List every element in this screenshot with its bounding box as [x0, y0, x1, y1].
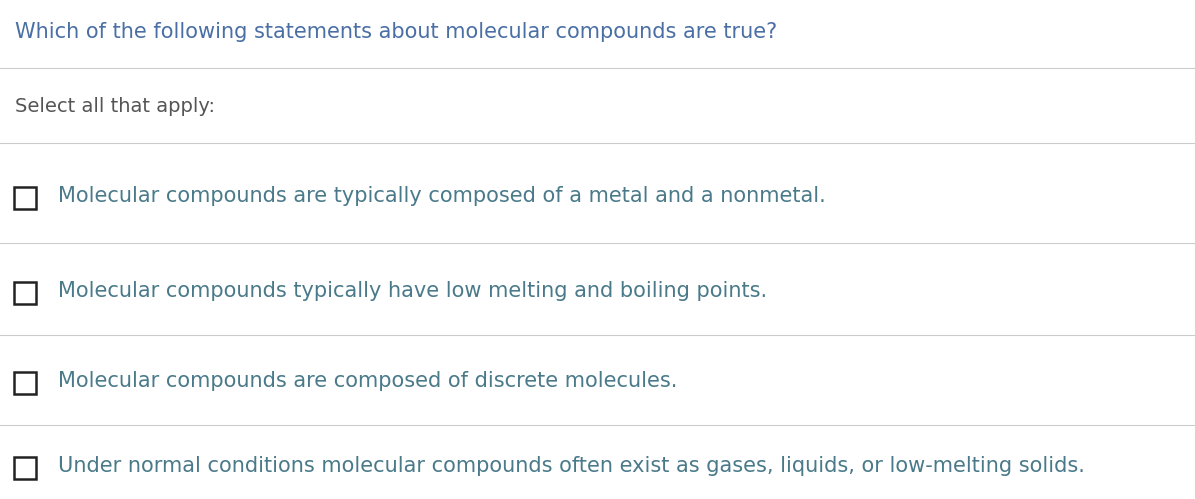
Text: Which of the following statements about molecular compounds are true?: Which of the following statements about …: [16, 22, 778, 42]
Text: Select all that apply:: Select all that apply:: [16, 97, 215, 116]
Text: Molecular compounds typically have low melting and boiling points.: Molecular compounds typically have low m…: [59, 281, 767, 301]
Text: Molecular compounds are composed of discrete molecules.: Molecular compounds are composed of disc…: [59, 371, 678, 391]
Text: Under normal conditions molecular compounds often exist as gases, liquids, or lo: Under normal conditions molecular compou…: [59, 456, 1085, 476]
Text: Molecular compounds are typically composed of a metal and a nonmetal.: Molecular compounds are typically compos…: [59, 186, 826, 206]
Bar: [14, 187, 36, 209]
Bar: [14, 372, 36, 394]
Bar: [14, 282, 36, 304]
Bar: [14, 457, 36, 479]
